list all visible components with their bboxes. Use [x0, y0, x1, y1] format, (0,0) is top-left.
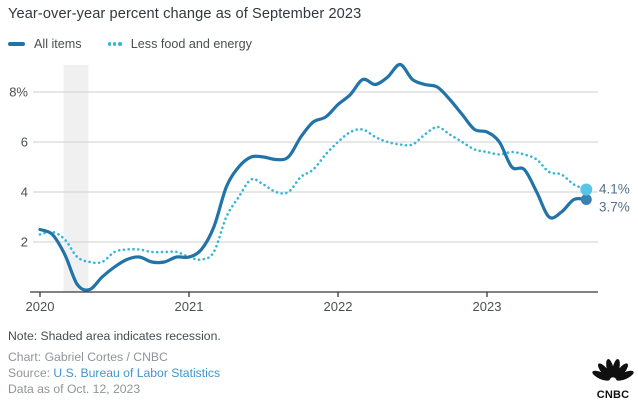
- y-tick-label: 2: [21, 235, 28, 250]
- source-link[interactable]: U.S. Bureau of Labor Statistics: [53, 366, 221, 380]
- x-tick-label: 2021: [175, 299, 204, 314]
- data-as-of: Data as of Oct. 12, 2023: [8, 382, 141, 396]
- less-food-and-energy-line-swatch-icon: [107, 42, 122, 46]
- chart-credit: Chart: Gabriel Cortes / CNBC: [8, 350, 168, 364]
- legend-item-less-food-and-energy: Less food and energy: [107, 37, 252, 51]
- chart-title: Year-over-year percent change as of Sept…: [8, 6, 362, 22]
- less-food-and-energy-line: [38, 125, 588, 265]
- x-tick-label: 2020: [26, 299, 55, 314]
- cnbc-peacock-icon: CNBC: [592, 359, 634, 401]
- all-items-end-value-label: 3.7%: [599, 200, 630, 215]
- less-food-and-energy-end-value-label: 4.1%: [599, 182, 630, 197]
- legend-item-all-items: All items: [8, 37, 82, 51]
- chart-footer: Note: Shaded area indicates recession. C…: [8, 330, 221, 396]
- recession-note: Note: Shaded area indicates recession.: [8, 329, 221, 343]
- recession-band: [63, 65, 89, 292]
- cnbc-logo: CNBC: [592, 356, 634, 405]
- x-tick-label: 2023: [473, 299, 502, 314]
- less-food-and-energy-end-dot: [580, 183, 593, 196]
- dot-icon: [112, 42, 117, 46]
- legend-label-less-food-and-energy: Less food and energy: [130, 37, 252, 51]
- source-line: Source: U.S. Bureau of Labor Statistics: [8, 367, 221, 380]
- all-items-line: [38, 62, 588, 292]
- chart-svg: 8% 6 4 2 2020 2021 2022 2023 3.7% 4.1%: [9, 62, 630, 314]
- y-tick-label: 4: [21, 185, 28, 200]
- all-items-line-swatch-icon: [8, 42, 25, 46]
- source-prefix: Source:: [8, 366, 54, 380]
- cnbc-wordmark: CNBC: [597, 389, 630, 400]
- x-tick-label: 2022: [324, 299, 353, 314]
- y-tick-label: 6: [21, 135, 28, 150]
- all-items-end-dot: [580, 194, 592, 205]
- legend-label-all-items: All items: [34, 37, 82, 51]
- y-tick-label: 8%: [9, 85, 28, 100]
- dot-icon: [118, 42, 122, 46]
- legend: All items Less food and energy: [8, 37, 252, 51]
- dot-icon: [107, 42, 111, 46]
